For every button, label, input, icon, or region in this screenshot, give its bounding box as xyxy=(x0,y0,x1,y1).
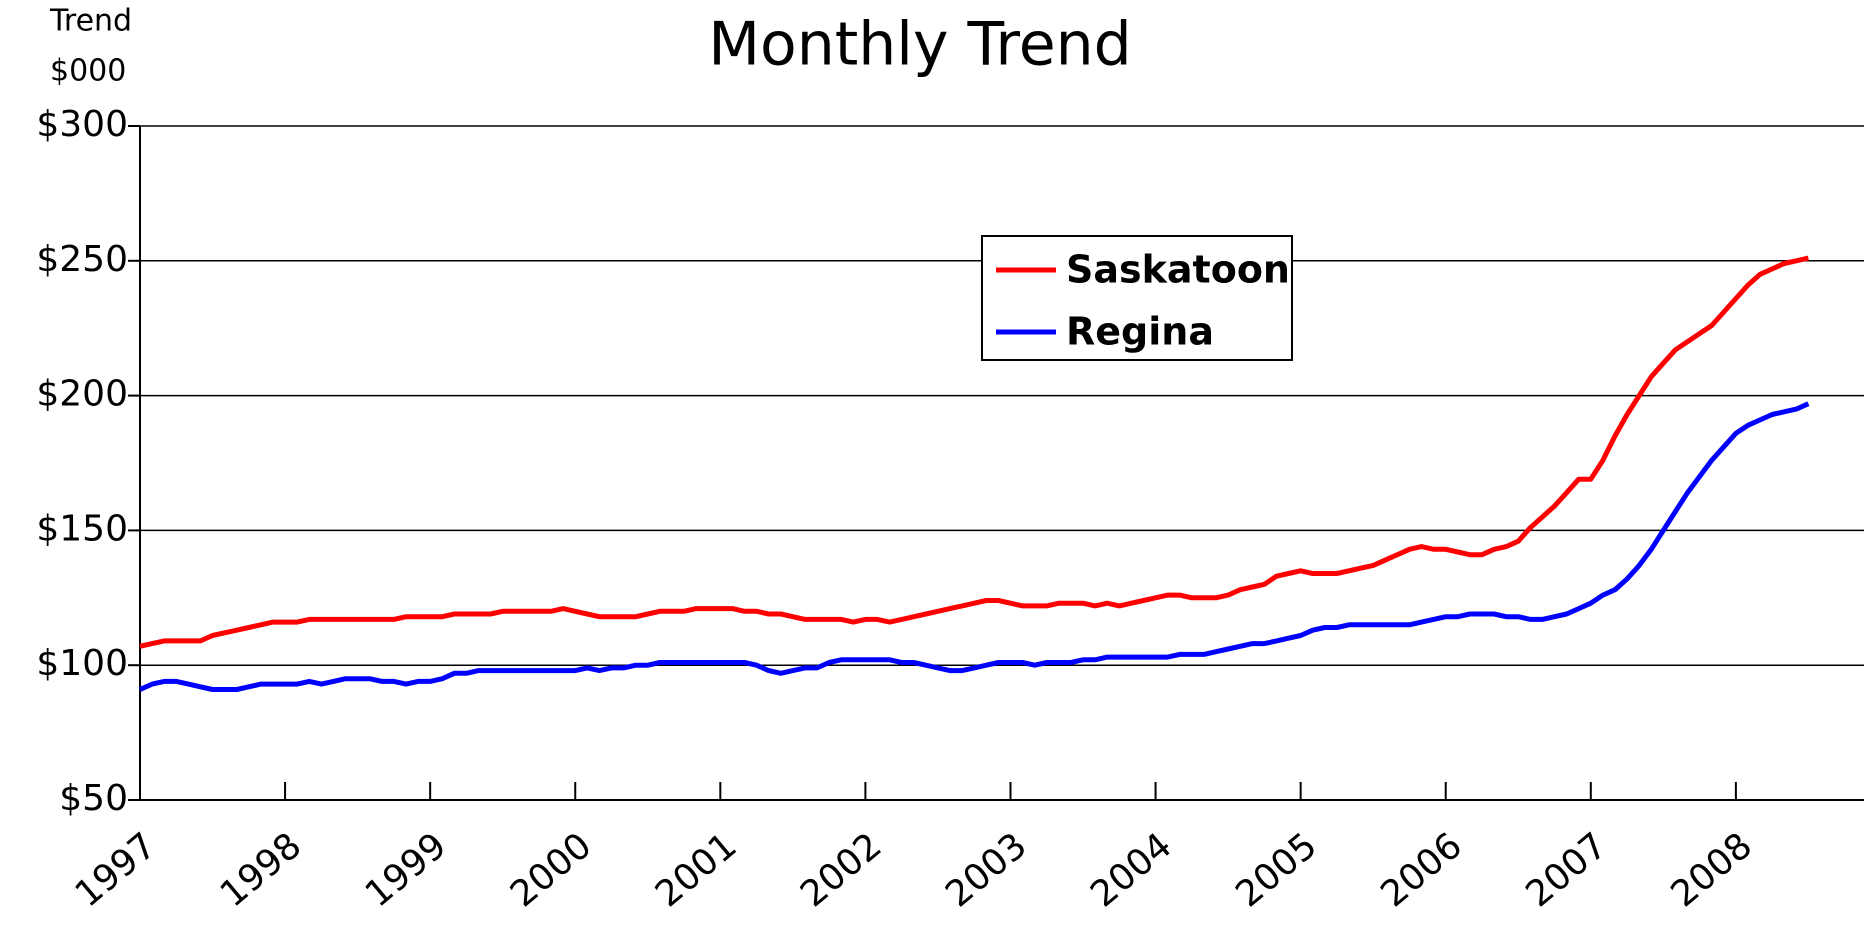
x-tick-label: 1997 xyxy=(68,825,165,915)
y-tick-label: $300 xyxy=(36,104,128,145)
x-tick-label: 2002 xyxy=(793,825,890,915)
x-tick-label: 2008 xyxy=(1664,825,1761,915)
line-series xyxy=(139,255,1809,649)
y-axis-label: Trend xyxy=(49,4,132,39)
y-tick-label: $250 xyxy=(36,239,128,280)
legend-label: Saskatoon xyxy=(1066,248,1290,292)
y-tick-label: $150 xyxy=(36,508,128,549)
x-tick-label: 1998 xyxy=(213,825,310,915)
x-tick-label: 2003 xyxy=(938,825,1035,915)
y-tick-label: $100 xyxy=(36,643,128,684)
x-tick-label: 2004 xyxy=(1083,825,1180,915)
x-tick-label: 2000 xyxy=(503,825,600,915)
chart-title: Monthly Trend xyxy=(708,10,1132,80)
line-series xyxy=(138,401,1810,692)
legend-label: Regina xyxy=(1066,310,1214,354)
x-tick-label: 1999 xyxy=(358,825,455,915)
legend-box xyxy=(981,235,1293,361)
x-tick-label: 2001 xyxy=(648,825,745,915)
y-tick-label: $200 xyxy=(36,374,128,415)
x-tick-label: 2005 xyxy=(1228,825,1325,915)
x-tick-label: 2007 xyxy=(1518,825,1615,915)
y-tick-label: $50 xyxy=(59,778,128,819)
y-axis-label: $000 xyxy=(50,54,126,89)
x-tick-label: 2006 xyxy=(1373,825,1470,915)
